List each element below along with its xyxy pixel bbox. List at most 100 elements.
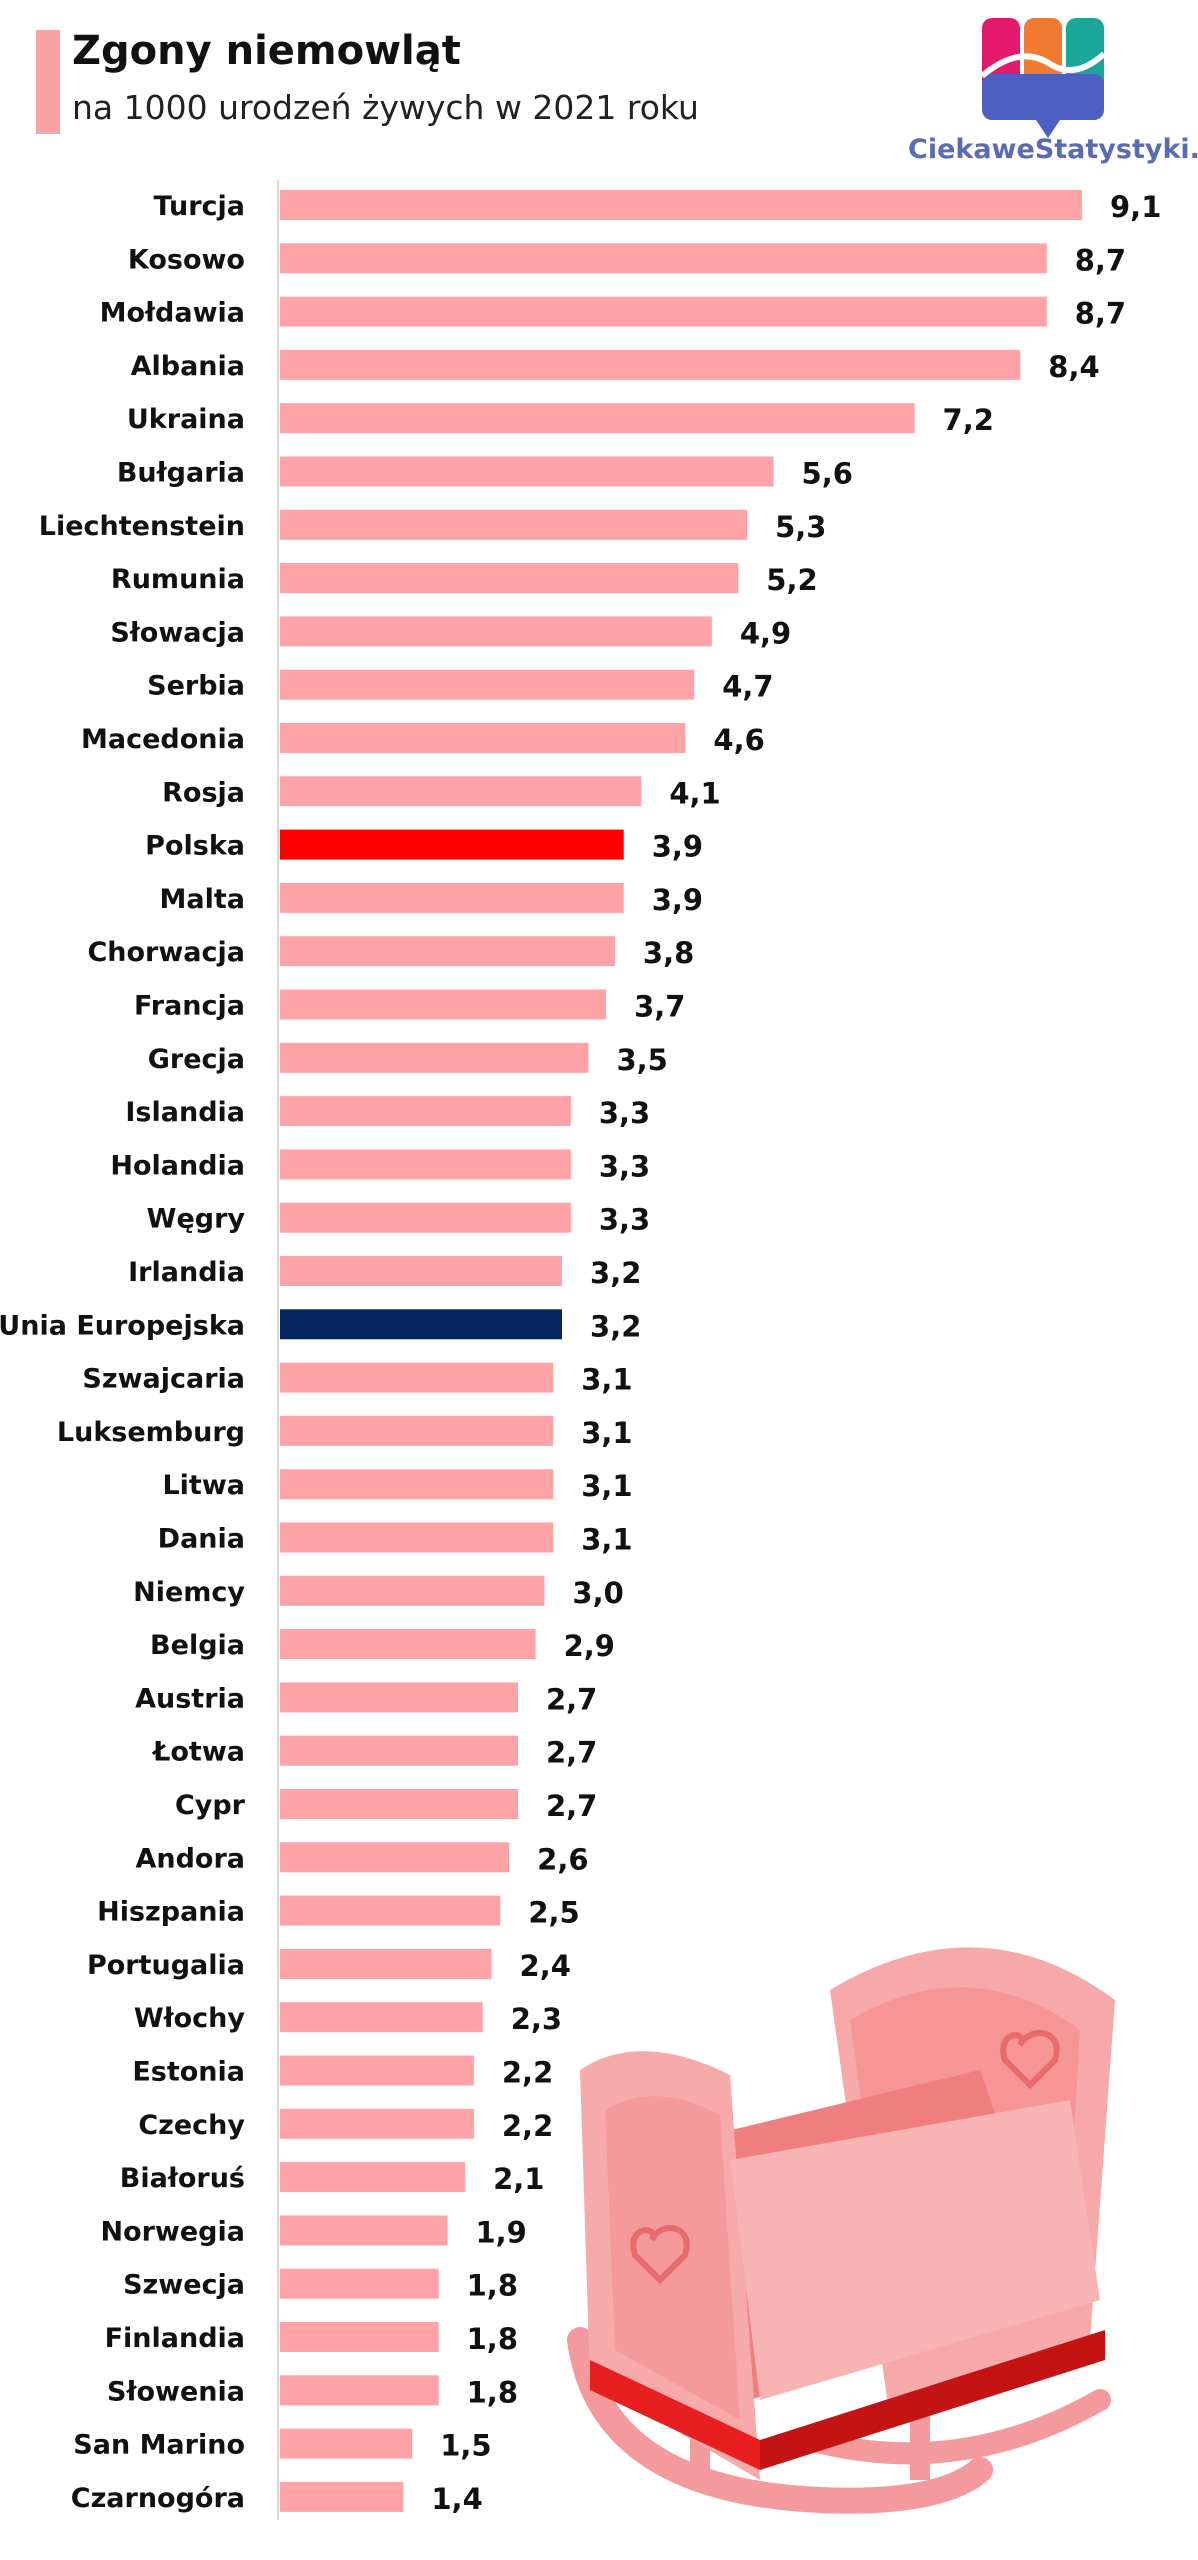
category-label: Malta bbox=[160, 884, 245, 915]
category-label: Ukraina bbox=[127, 404, 245, 435]
bar bbox=[280, 2162, 466, 2193]
value-label: 3,1 bbox=[581, 1363, 632, 1397]
category-label: Polska bbox=[145, 831, 245, 862]
value-label: 8,7 bbox=[1075, 297, 1126, 331]
bar bbox=[280, 2002, 483, 2033]
category-label: Kosowo bbox=[128, 244, 245, 275]
bar bbox=[280, 1042, 589, 1073]
category-label: Dania bbox=[158, 1524, 245, 1555]
category-label: Czechy bbox=[138, 2110, 245, 2141]
category-label: Hiszpania bbox=[97, 1897, 245, 1928]
bar bbox=[280, 349, 1021, 380]
category-label: Chorwacja bbox=[87, 937, 245, 968]
value-label: 2,5 bbox=[528, 1896, 579, 1930]
category-label: Liechtenstein bbox=[39, 511, 245, 542]
logo-icon bbox=[980, 18, 1107, 138]
bar bbox=[280, 1789, 518, 1819]
value-label: 2,7 bbox=[546, 1736, 597, 1770]
bar bbox=[280, 1362, 554, 1393]
bar bbox=[280, 1469, 554, 1500]
category-label: Irlandia bbox=[128, 1257, 245, 1288]
chart-subtitle: na 1000 urodzeń żywych w 2021 roku bbox=[72, 88, 699, 127]
bar bbox=[280, 1096, 571, 1127]
bar bbox=[280, 2481, 404, 2512]
value-label: 3,0 bbox=[572, 1576, 623, 1610]
bar bbox=[280, 2428, 413, 2459]
value-label: 4,7 bbox=[722, 670, 773, 704]
value-label: 9,1 bbox=[1110, 190, 1161, 224]
bar bbox=[280, 1895, 501, 1926]
value-label: 5,2 bbox=[766, 563, 817, 597]
value-label: 2,1 bbox=[493, 2162, 544, 2196]
value-label: 3,3 bbox=[599, 1203, 650, 1237]
bar bbox=[280, 509, 748, 540]
value-label: 2,7 bbox=[546, 1682, 597, 1716]
bar bbox=[280, 829, 624, 860]
category-label: Litwa bbox=[162, 1470, 245, 1501]
value-label: 1,4 bbox=[431, 2482, 482, 2516]
bar bbox=[280, 1149, 571, 1180]
bar bbox=[280, 989, 607, 1020]
value-label: 3,1 bbox=[581, 1523, 632, 1557]
value-label: 2,7 bbox=[546, 1789, 597, 1823]
value-label: 3,1 bbox=[581, 1416, 632, 1450]
bar bbox=[280, 296, 1047, 327]
category-label: Białoruś bbox=[120, 2163, 245, 2194]
category-label: Mołdawia bbox=[100, 298, 245, 329]
category-label: Austria bbox=[135, 1683, 245, 1714]
bar bbox=[280, 1575, 545, 1606]
bar bbox=[280, 1256, 563, 1286]
category-label: Słowenia bbox=[107, 2376, 245, 2407]
category-label: Szwajcaria bbox=[82, 1364, 245, 1395]
bar bbox=[280, 2268, 439, 2299]
value-label: 1,8 bbox=[467, 2322, 518, 2356]
bar bbox=[280, 2055, 474, 2086]
category-label: Macedonia bbox=[81, 724, 245, 755]
bar bbox=[280, 243, 1047, 274]
bar bbox=[280, 2322, 439, 2352]
bar bbox=[280, 669, 695, 700]
category-label: Czarnogóra bbox=[71, 2483, 245, 2514]
category-label: Słowacja bbox=[110, 617, 245, 648]
category-label: Andora bbox=[135, 1843, 245, 1874]
category-label: Serbia bbox=[147, 671, 245, 702]
value-label: 7,2 bbox=[943, 403, 994, 437]
value-label: 3,9 bbox=[652, 830, 703, 864]
category-label: Finlandia bbox=[105, 2323, 245, 2354]
category-label: Łotwa bbox=[151, 1737, 245, 1768]
value-label: 1,8 bbox=[467, 2269, 518, 2303]
category-label: Grecja bbox=[148, 1044, 245, 1075]
bar bbox=[280, 1735, 518, 1766]
bar bbox=[280, 403, 915, 434]
bar bbox=[280, 1202, 571, 1233]
bar bbox=[280, 1629, 536, 1660]
value-label: 3,3 bbox=[599, 1096, 650, 1130]
bar bbox=[280, 190, 1082, 220]
value-label: 2,2 bbox=[502, 2109, 553, 2143]
value-label: 3,5 bbox=[616, 1043, 667, 1077]
bar bbox=[280, 1842, 510, 1873]
value-label: 2,4 bbox=[520, 1949, 571, 1983]
category-label: Holandia bbox=[110, 1150, 245, 1181]
category-label: Bułgaria bbox=[117, 458, 245, 489]
category-label: Albania bbox=[131, 351, 245, 382]
category-label: Estonia bbox=[132, 2057, 245, 2088]
value-label: 3,9 bbox=[652, 883, 703, 917]
value-label: 8,4 bbox=[1048, 350, 1099, 384]
bar bbox=[280, 2375, 439, 2406]
bar bbox=[280, 1682, 518, 1713]
value-label: 3,2 bbox=[590, 1309, 641, 1343]
value-label: 4,1 bbox=[669, 776, 720, 810]
cradle-illustration bbox=[567, 1947, 1115, 2514]
category-label: Unia Europejska bbox=[0, 1310, 245, 1341]
category-label: Węgry bbox=[147, 1204, 246, 1235]
category-label: Belgia bbox=[150, 1630, 245, 1661]
value-label: 1,5 bbox=[440, 2429, 491, 2463]
bar bbox=[280, 2215, 448, 2246]
category-label: Włochy bbox=[134, 2003, 246, 2034]
value-label: 8,7 bbox=[1075, 243, 1126, 277]
category-label: Norwegia bbox=[100, 2216, 245, 2247]
chart-title: Zgony niemowląt bbox=[72, 28, 461, 74]
bar bbox=[280, 2108, 474, 2139]
